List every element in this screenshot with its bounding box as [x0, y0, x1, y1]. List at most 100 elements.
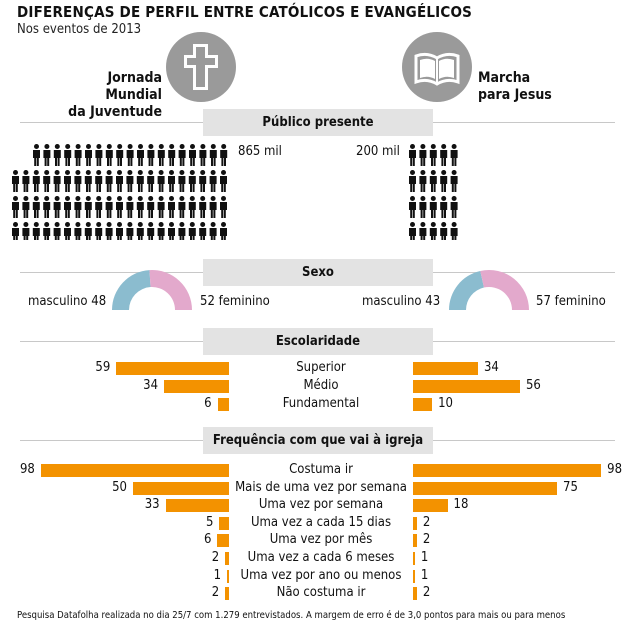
frequencia-category-label: Não costuma ir	[276, 585, 366, 601]
person-icon	[147, 196, 155, 218]
person-icon	[64, 196, 71, 218]
frequencia-value-left: 5	[205, 514, 214, 530]
section-title-escolaridade: Escolaridade	[203, 328, 433, 355]
person-icon	[450, 222, 458, 240]
person-icon	[419, 222, 427, 240]
person-icon	[95, 196, 103, 218]
person-icon	[440, 144, 448, 166]
escolaridade-value-right: 34	[483, 360, 499, 375]
person-icon	[209, 170, 217, 192]
person-icon	[450, 144, 458, 166]
frequencia-bar-right	[413, 464, 602, 477]
person-icon	[22, 222, 30, 240]
event-left-line2: da Juventude	[68, 104, 162, 120]
person-icon	[116, 170, 123, 192]
person-icon	[220, 196, 227, 218]
escolaridade-category-label: Superior	[296, 360, 346, 375]
person-icon	[429, 222, 437, 240]
person-icon	[105, 144, 113, 166]
escolaridade-bar-right	[413, 362, 478, 375]
frequencia-bar-right	[413, 516, 417, 530]
person-icon	[178, 196, 186, 218]
sexo-left-masculino-slice	[112, 270, 151, 310]
person-icon	[157, 222, 165, 240]
bible-icon	[402, 32, 472, 102]
person-icon	[168, 170, 175, 192]
escolaridade-value-left: 6	[204, 396, 212, 411]
frequencia-value-left: 98	[19, 462, 35, 477]
frequencia-value-left: 50	[112, 479, 127, 495]
escolaridade-bar-left	[116, 362, 229, 375]
person-icon	[209, 222, 217, 240]
person-icon	[147, 222, 155, 240]
sexo-left-masculino: masculino 48	[28, 294, 107, 309]
frequencia-category-label: Uma vez por mês	[269, 532, 373, 548]
person-icon	[43, 196, 51, 218]
person-icon	[429, 196, 437, 218]
person-icon	[209, 144, 217, 166]
escolaridade-value-right: 56	[525, 378, 541, 393]
person-icon	[85, 144, 92, 166]
frequencia-bar-left	[219, 516, 229, 530]
frequencia-value-left: 2	[211, 550, 220, 565]
person-icon	[64, 222, 71, 240]
frequencia-bar-right	[413, 534, 417, 548]
person-icon	[43, 144, 51, 166]
person-icon	[168, 144, 176, 166]
person-icon	[440, 170, 448, 192]
frequencia-value-right: 2	[422, 585, 431, 601]
person-icon	[199, 222, 207, 240]
person-icon	[136, 222, 144, 240]
footer-note: Pesquisa Datafolha realizada no dia 25/7…	[17, 610, 566, 621]
person-icon	[147, 170, 155, 192]
frequencia-value-right: 1	[420, 550, 429, 565]
frequencia-bar-left	[225, 587, 229, 601]
person-icon	[53, 222, 61, 240]
person-icon	[74, 196, 82, 218]
frequencia-bar-left	[227, 569, 229, 583]
person-icon	[157, 144, 165, 166]
person-icon	[126, 170, 134, 192]
frequencia-bar-right	[413, 499, 448, 513]
person-icon	[408, 170, 416, 192]
person-icon	[84, 196, 92, 218]
frequencia-value-left: 1	[213, 567, 222, 583]
person-icon	[209, 196, 217, 218]
publico-right-label: 200 mil	[356, 144, 400, 159]
person-icon	[32, 222, 40, 240]
escolaridade-bar-right	[413, 398, 433, 411]
person-icon	[116, 196, 123, 218]
frequencia-value-right: 75	[563, 479, 578, 495]
frequencia-category-label: Costuma ir	[289, 462, 353, 477]
frequencia-value-right: 2	[422, 532, 431, 548]
person-icon	[64, 144, 72, 166]
person-icon	[105, 196, 113, 218]
escolaridade-bar-right	[413, 380, 520, 393]
section-title-sexo: Sexo	[203, 259, 433, 286]
person-icon	[168, 196, 175, 218]
frequencia-bar-right	[413, 569, 415, 583]
escolaridade-value-left: 34	[143, 378, 159, 393]
frequencia-bar-right	[413, 587, 417, 601]
sexo-left-feminino-slice	[149, 270, 192, 310]
sexo-right-masculino-slice	[449, 270, 484, 310]
person-icon	[220, 170, 227, 192]
sexo-right-feminino-slice	[480, 270, 529, 310]
escolaridade-category-label: Médio	[303, 378, 339, 393]
escolaridade-category-label: Fundamental	[282, 396, 360, 411]
frequencia-bar-left	[217, 534, 229, 548]
frequencia-bar-left	[40, 464, 229, 477]
cross-icon	[166, 32, 236, 102]
person-icon	[11, 196, 19, 218]
person-icon	[105, 222, 113, 240]
frequencia-bar-left	[225, 552, 229, 565]
page-title: DIFERENÇAS DE PERFIL ENTRE CATÓLICOS E E…	[17, 3, 473, 21]
frequencia-category-label: Uma vez por semana	[258, 497, 384, 513]
person-icon	[199, 196, 207, 218]
person-icon	[178, 144, 186, 166]
frequencia-value-left: 33	[144, 497, 160, 513]
person-icon	[147, 144, 155, 166]
publico-left-label: 865 mil	[238, 144, 282, 159]
person-icon	[11, 170, 19, 192]
section-title-publico: Público presente	[203, 109, 433, 136]
